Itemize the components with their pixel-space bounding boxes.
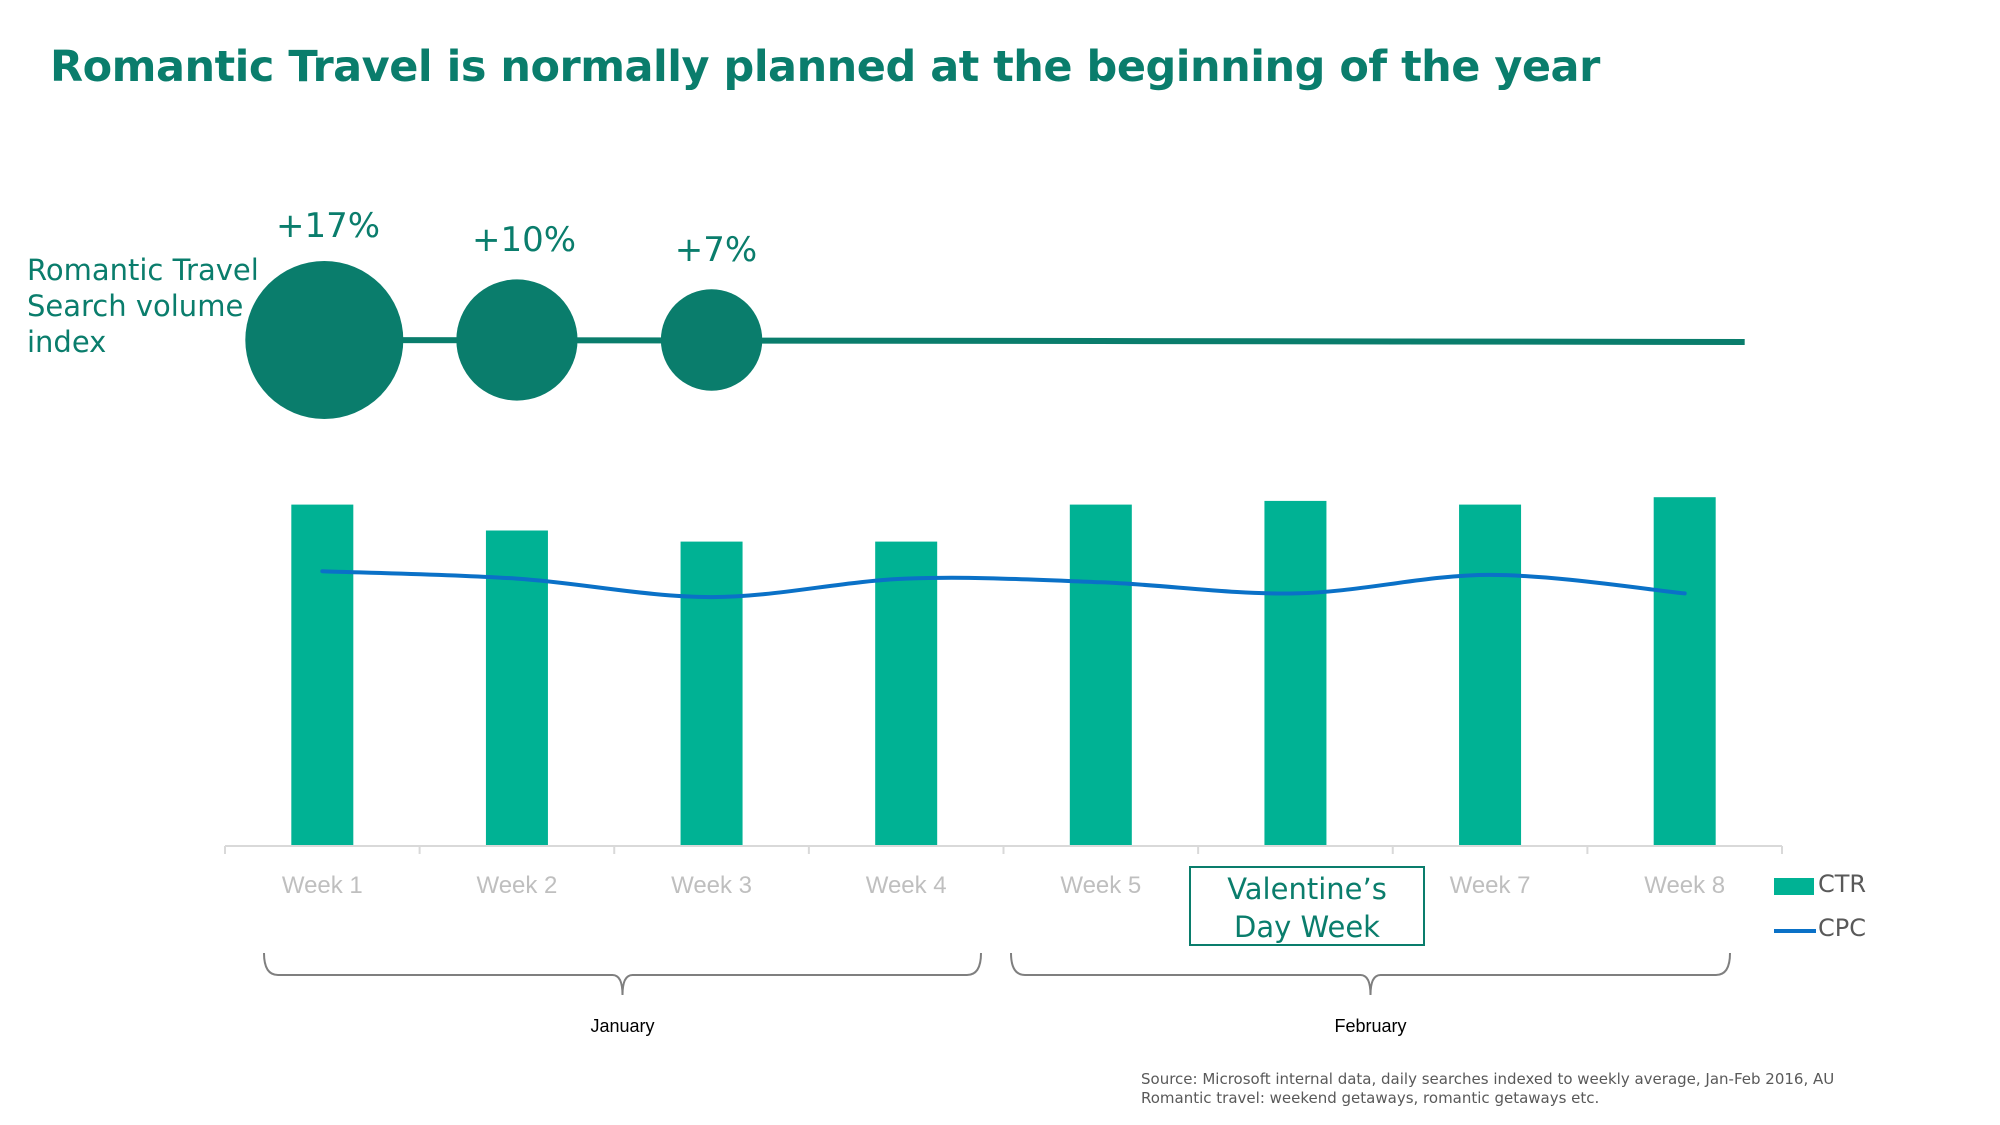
x-tick-label: Week 3	[671, 872, 752, 899]
ctr-bar	[291, 504, 354, 845]
legend-swatch-ctr	[1774, 878, 1814, 895]
cpc-line	[320, 569, 1687, 600]
month-brace	[1010, 952, 1731, 996]
x-tick-label: Week 1	[282, 872, 363, 899]
bubble-change-label: +10%	[471, 220, 577, 260]
source-note: Source: Microsoft internal data, daily s…	[1141, 1070, 1834, 1108]
ctr-bar	[1069, 504, 1132, 845]
valentines-callout-line: Day Week	[1234, 910, 1380, 944]
search-volume-bubble	[245, 261, 404, 419]
ctr-bar	[1264, 500, 1327, 845]
x-tick-label: Week 5	[1060, 872, 1141, 899]
x-tick-label: Week 4	[866, 872, 947, 899]
x-tick-label: Week 8	[1644, 872, 1725, 899]
ctr-bar	[875, 541, 938, 845]
search-volume-bubble	[660, 289, 763, 391]
legend-label-cpc: CPC	[1818, 914, 1866, 942]
source-line: Source: Microsoft internal data, daily s…	[1141, 1070, 1835, 1088]
bubble-change-label: +7%	[674, 230, 758, 270]
search-volume-label-line: Search volume	[27, 289, 244, 323]
search-volume-label-line: Romantic Travel	[27, 253, 259, 287]
search-volume-bubble	[456, 279, 578, 401]
search-volume-label: Romantic Travel Search volume index	[27, 252, 267, 360]
bubble-change-label: +17%	[275, 206, 381, 246]
ctr-bar	[680, 541, 743, 845]
month-brace	[263, 952, 982, 996]
legend-swatch-cpc	[1774, 929, 1816, 933]
valentines-week-callout: Valentine’s Day Week	[1189, 866, 1425, 946]
x-tick-label: Week 7	[1450, 872, 1531, 899]
month-label: February	[1334, 1016, 1406, 1036]
source-line: Romantic travel: weekend getaways, roman…	[1141, 1089, 1600, 1107]
ctr-bar	[1653, 497, 1716, 845]
ctr-bar	[485, 530, 548, 845]
legend-label-ctr: CTR	[1818, 870, 1867, 898]
ctr-bar	[1459, 504, 1522, 845]
valentines-callout-line: Valentine’s	[1227, 872, 1387, 906]
x-tick-label: Week 2	[476, 872, 557, 899]
search-volume-label-line: index	[27, 325, 107, 359]
page-title: Romantic Travel is normally planned at t…	[50, 42, 1600, 92]
month-label: January	[590, 1016, 654, 1036]
search-volume-line	[322, 337, 1745, 345]
